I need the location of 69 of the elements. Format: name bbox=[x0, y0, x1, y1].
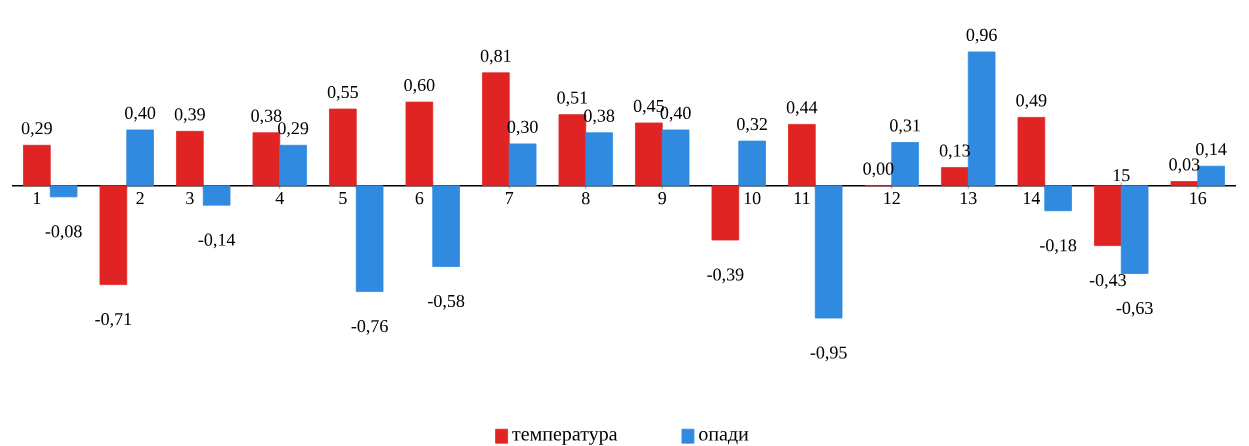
data-label: 0,31 bbox=[890, 119, 920, 135]
bar bbox=[432, 185, 460, 267]
data-label: -0,43 bbox=[1089, 274, 1126, 289]
x-tick-label: 12 bbox=[884, 192, 900, 205]
x-tick-label: 5 bbox=[339, 192, 347, 205]
bar bbox=[585, 132, 613, 187]
data-label: -0,14 bbox=[198, 233, 236, 249]
x-tick-label: 14 bbox=[1023, 192, 1041, 204]
data-label: 0,03 bbox=[1169, 158, 1200, 174]
x-tick-label: 13 bbox=[960, 192, 977, 205]
bar bbox=[941, 167, 969, 187]
x-tick-label: 2 bbox=[136, 192, 144, 205]
bar bbox=[329, 108, 357, 187]
bar bbox=[176, 130, 204, 187]
bar bbox=[49, 185, 78, 198]
data-label: -0,95 bbox=[810, 346, 847, 362]
x-tick-label: 3 bbox=[186, 192, 194, 205]
bar bbox=[1017, 117, 1046, 187]
x-tick-label: 6 bbox=[415, 192, 424, 205]
data-label: 0,44 bbox=[786, 101, 818, 116]
data-label: 0,40 bbox=[125, 106, 156, 122]
bar bbox=[405, 101, 434, 187]
data-label: 0,29 bbox=[278, 122, 309, 137]
data-label: -0,63 bbox=[1116, 301, 1153, 317]
bar bbox=[1170, 181, 1199, 187]
bar bbox=[126, 129, 154, 187]
bar bbox=[1044, 185, 1072, 212]
data-label: 0,49 bbox=[1016, 94, 1047, 110]
x-tick-label: 11 bbox=[794, 192, 810, 204]
legend-label: температура bbox=[512, 430, 618, 445]
x-tick-label: 1 bbox=[33, 192, 41, 204]
bar bbox=[355, 185, 384, 292]
data-label: 0,29 bbox=[21, 122, 52, 137]
data-label: 0,96 bbox=[966, 28, 997, 44]
x-tick-label: 16 bbox=[1190, 192, 1207, 205]
data-label: -0,18 bbox=[1040, 239, 1077, 254]
legend-label: опади bbox=[699, 430, 749, 445]
bar bbox=[23, 144, 51, 187]
bar bbox=[711, 185, 740, 241]
data-label: -0,76 bbox=[351, 319, 388, 335]
data-label: 0,14 bbox=[1196, 143, 1227, 158]
data-label: 0,60 bbox=[404, 78, 435, 94]
data-label: 0,32 bbox=[737, 117, 767, 133]
bar bbox=[661, 129, 690, 187]
bar bbox=[635, 122, 663, 187]
bar bbox=[1094, 185, 1122, 247]
data-label: -0,39 bbox=[707, 268, 744, 284]
bar bbox=[99, 185, 128, 286]
data-label: 0,38 bbox=[251, 109, 282, 125]
data-label: 0,81 bbox=[480, 49, 511, 65]
data-label: -0,58 bbox=[428, 294, 465, 310]
bar bbox=[279, 144, 307, 187]
data-label: 0,55 bbox=[327, 85, 358, 101]
bar bbox=[738, 140, 766, 187]
bar bbox=[788, 123, 816, 187]
data-label: -0,08 bbox=[45, 225, 82, 240]
data-label: -0,71 bbox=[95, 313, 132, 328]
x-tick-label: 8 bbox=[581, 192, 590, 205]
x-tick-label: 9 bbox=[658, 192, 666, 205]
x-tick-label: 7 bbox=[505, 192, 514, 204]
bar bbox=[508, 143, 537, 187]
bar bbox=[814, 185, 843, 319]
x-tick-label: 10 bbox=[744, 192, 761, 205]
x-tick-label: 4 bbox=[275, 192, 284, 204]
data-label: 0,51 bbox=[557, 91, 588, 107]
bar bbox=[202, 185, 231, 206]
bar bbox=[1120, 185, 1149, 274]
x-tick-label: 15 bbox=[1113, 169, 1130, 182]
data-label: 0,39 bbox=[174, 108, 205, 123]
